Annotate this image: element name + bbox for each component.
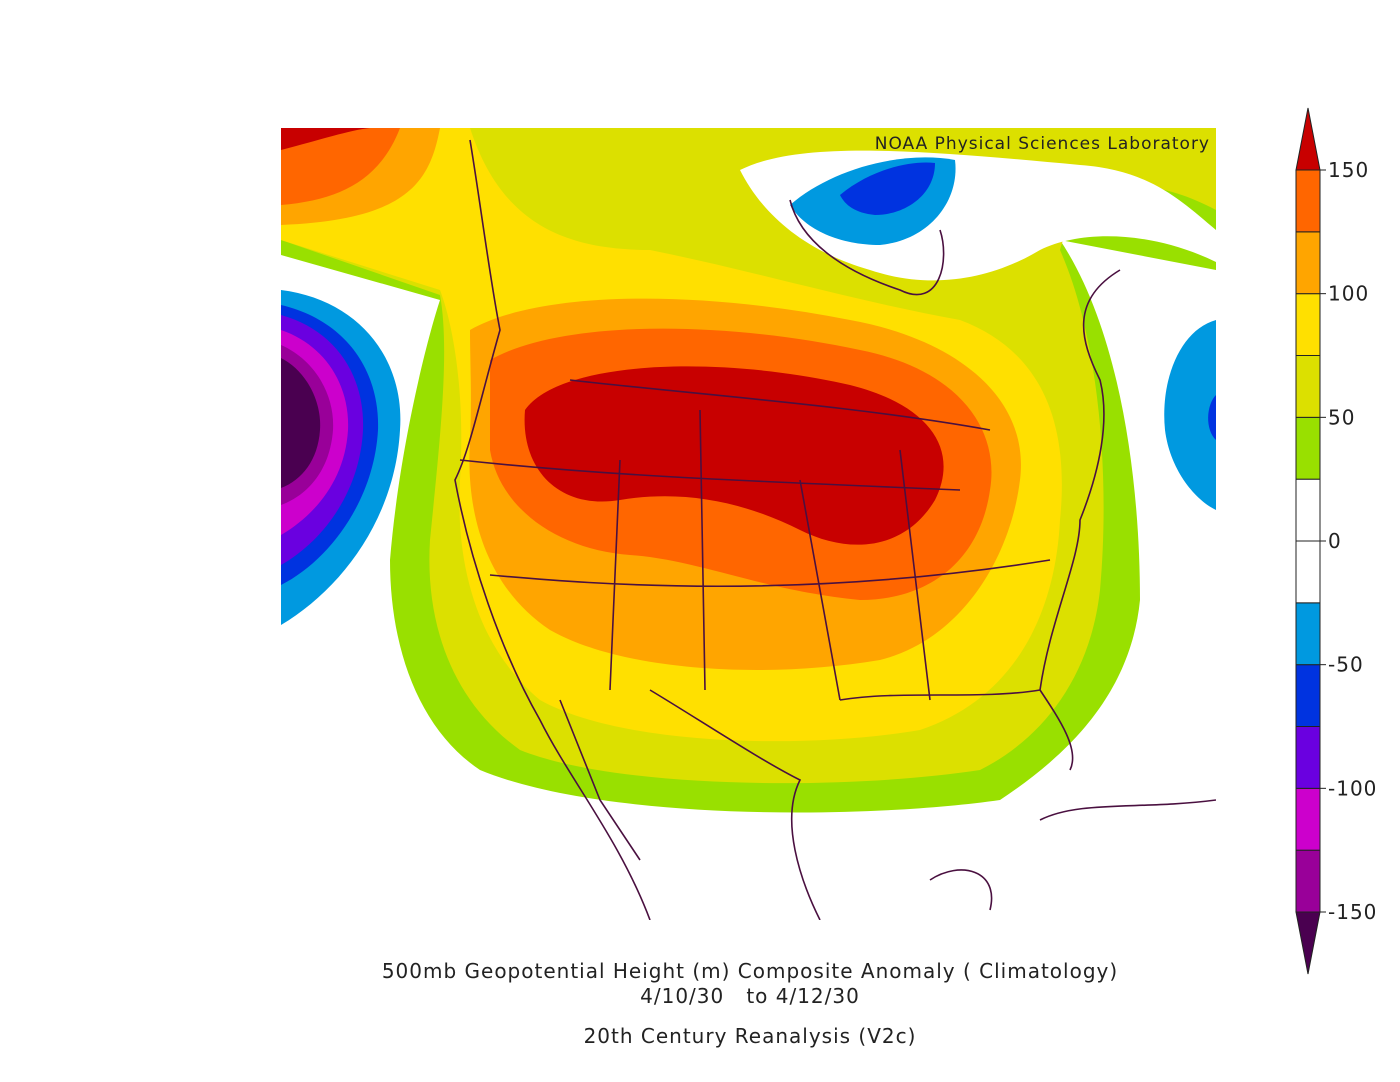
colorbar-box: [1295, 169, 1321, 233]
colorbar-tick-label: 150: [1328, 158, 1369, 182]
colorbar-tick-label: -100: [1328, 776, 1377, 800]
title-line1: 500mb Geopotential Height (m) Composite …: [382, 959, 1118, 983]
contour-west-core: [281, 358, 321, 488]
contour-east-blue2: [1208, 395, 1216, 440]
state-borders: [459, 379, 1051, 701]
colorbar-box: [1295, 355, 1321, 418]
coastline: [454, 139, 1216, 920]
colorbar-box: [1295, 478, 1321, 542]
colorbar-box: [1295, 602, 1321, 666]
colorbar-box: [1295, 849, 1321, 913]
colorbar-box: [1295, 787, 1321, 851]
contour-red: [281, 128, 944, 545]
colorbar-box: [1295, 231, 1321, 295]
colorbar-tick-label: -150: [1328, 900, 1377, 924]
colorbar-tick-label: -50: [1328, 653, 1364, 677]
colorbar: -150 -100 -50 0 50 100 150: [1295, 107, 1377, 975]
colorbar-box: [1295, 664, 1321, 728]
title-line3: 20th Century Reanalysis (V2c): [584, 1024, 917, 1048]
map: [281, 128, 1216, 920]
colorbar-box: [1295, 540, 1321, 604]
contour-east-blue: [1164, 320, 1216, 510]
contour-north-blue2: [840, 162, 935, 215]
colorbar-box: [1295, 416, 1321, 480]
colorbar-box: [1295, 726, 1321, 789]
colorbar-box: [1295, 293, 1321, 356]
colorbar-tick-label: 100: [1328, 282, 1369, 306]
colorbar-arrow-high: [1295, 107, 1321, 171]
credit: NOAA Physical Sciences Laboratory: [875, 134, 1210, 154]
colorbar-arrow-low: [1295, 911, 1321, 975]
colorbar-tick-label: 50: [1328, 405, 1355, 429]
title-line2: 4/10/30 to 4/12/30: [640, 984, 860, 1008]
colorbar-tick-label: 0: [1328, 529, 1342, 553]
